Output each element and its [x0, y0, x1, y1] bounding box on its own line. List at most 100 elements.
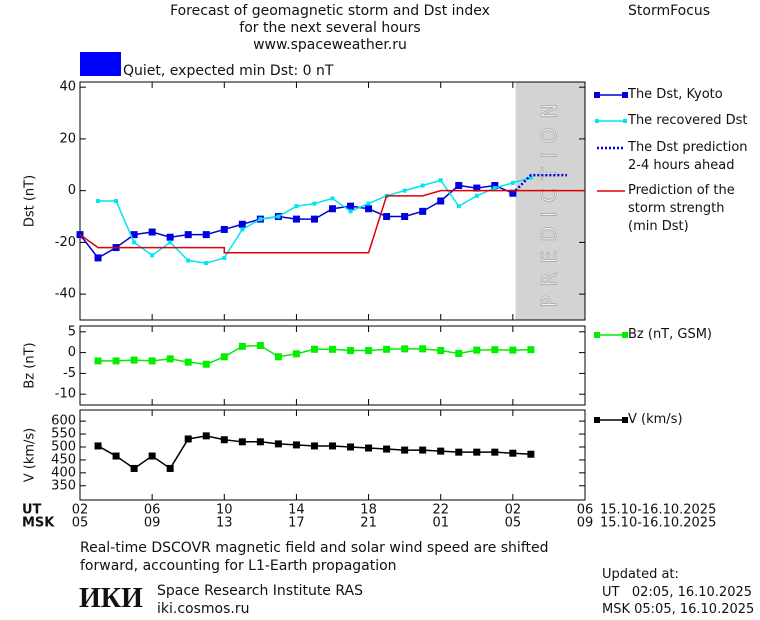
title-line: Forecast of geomagnetic storm and Dst in…	[170, 3, 490, 19]
data-point	[348, 209, 353, 214]
data-point	[366, 201, 371, 206]
data-point	[437, 197, 445, 205]
y-tick-label: -5	[63, 366, 76, 381]
data-point	[510, 180, 515, 185]
y-tick-label: 550	[51, 427, 76, 442]
data-point	[383, 345, 391, 353]
data-point	[204, 261, 209, 266]
data-point	[419, 345, 427, 353]
data-point	[130, 231, 138, 239]
data-point	[222, 255, 227, 260]
series-line	[511, 173, 567, 195]
data-point	[114, 199, 119, 203]
data-point	[220, 353, 228, 361]
y-tick-label: 40	[59, 80, 76, 95]
data-point	[347, 347, 355, 355]
y-axis-title: V (km/s)	[23, 428, 38, 483]
data-point	[401, 213, 409, 221]
data-point	[166, 464, 174, 472]
legend-marker	[622, 332, 628, 338]
x-tick-label-msk: 01	[432, 516, 449, 531]
data-point	[455, 448, 463, 456]
y-tick-label: -20	[55, 235, 76, 250]
y-tick-label: 5	[68, 324, 76, 339]
y-tick-label: 400	[51, 465, 76, 480]
title-line: www.spaceweather.ru	[253, 37, 407, 53]
x-tick-label-msk: 09	[144, 516, 161, 531]
legend-marker	[622, 92, 628, 98]
y-tick-label: -40	[55, 287, 76, 302]
y-tick-label: 0	[68, 345, 76, 360]
data-point	[148, 452, 156, 460]
x-tick-label: 02	[72, 503, 89, 518]
status: Quiet, expected min Dst: 0 nT	[123, 63, 334, 79]
legend-marker	[594, 417, 600, 423]
data-point	[491, 448, 499, 456]
legend-marker	[622, 417, 628, 423]
data-point	[184, 358, 192, 366]
y-axis-title: Bz (nT)	[23, 342, 38, 388]
data-point	[473, 448, 481, 456]
data-point	[329, 205, 336, 213]
x-row-label: UT	[22, 503, 42, 518]
data-point	[184, 435, 192, 443]
data-point	[329, 442, 336, 450]
data-point	[220, 225, 228, 233]
logo: ИКИ	[79, 583, 143, 614]
plot-frame	[79, 409, 586, 501]
legend-label: The Dst prediction 2-4 hours ahead	[628, 140, 748, 173]
status-swatch	[80, 52, 121, 76]
data-point	[528, 175, 533, 180]
data-point	[202, 231, 210, 239]
data-point	[202, 360, 210, 368]
legend-marker	[594, 92, 600, 98]
brand: StormFocus	[628, 3, 711, 19]
data-point	[402, 188, 407, 193]
data-point	[509, 449, 517, 457]
data-point	[527, 450, 535, 458]
x-tick-label-msk: 05	[72, 516, 89, 531]
data-point	[240, 227, 245, 232]
data-point	[455, 181, 463, 189]
title-line: for the next several hours	[239, 20, 421, 36]
y-tick-label: 450	[51, 452, 76, 467]
data-point	[455, 349, 463, 357]
x-tick-label: 22	[432, 503, 449, 518]
legend-label: V (km/s)	[628, 412, 683, 427]
data-point	[148, 357, 156, 365]
x-tick-label-msk: 13	[216, 516, 233, 531]
data-point	[256, 342, 264, 350]
data-point	[473, 184, 481, 192]
y-axis-title: Dst (nT)	[23, 175, 38, 227]
data-point	[96, 199, 101, 203]
data-point	[492, 186, 497, 191]
date-range: 15.10-16.10.2025	[600, 503, 716, 518]
data-point	[276, 214, 281, 219]
x-tick-label: 10	[216, 503, 233, 518]
data-point	[310, 345, 318, 353]
data-point	[112, 357, 120, 365]
data-point	[310, 442, 318, 450]
prediction-zone	[515, 82, 585, 320]
footer-note: Real-time DSCOVR magnetic field and sola…	[80, 540, 549, 574]
legend-label: Prediction of the storm strength (min Ds…	[628, 183, 735, 234]
data-point	[130, 356, 138, 364]
x-tick-label-msk: 05	[505, 516, 522, 531]
data-point	[148, 228, 156, 236]
data-point	[365, 444, 373, 452]
data-point	[491, 181, 499, 189]
legend-marker	[595, 119, 599, 123]
x-tick-label-msk: 09	[577, 516, 594, 531]
data-point	[420, 183, 425, 188]
data-point	[347, 443, 355, 451]
data-point	[312, 201, 317, 206]
data-point	[274, 353, 282, 361]
legend-label: Bz (nT, GSM)	[628, 327, 713, 342]
data-point	[419, 446, 427, 454]
data-point	[184, 231, 192, 239]
data-point	[274, 440, 282, 448]
data-point	[186, 258, 191, 263]
data-point	[330, 196, 335, 201]
